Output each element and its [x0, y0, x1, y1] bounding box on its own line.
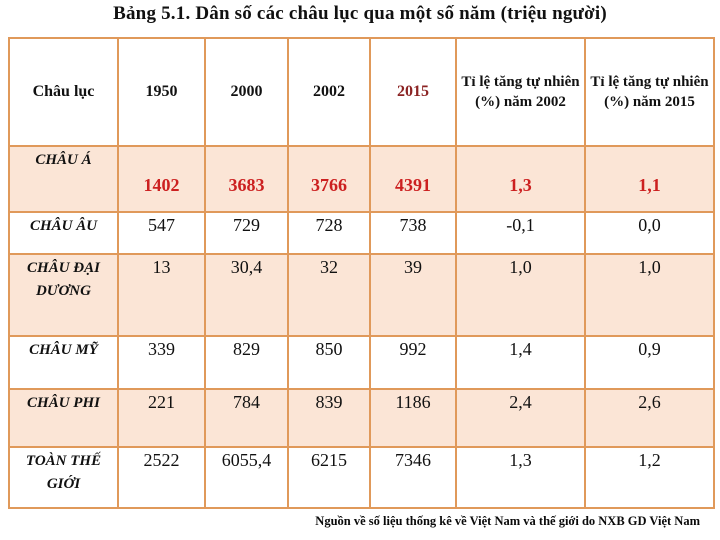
table-cell: 547	[117, 211, 206, 255]
table-cell: 728	[287, 211, 371, 255]
table-cell: 829	[204, 335, 289, 390]
column-header-2015: 2015	[369, 37, 457, 147]
table-row-toan-the-gioi: TOÀN THẾ GIỚI 2522 6055,4 6215 7346 1,3 …	[8, 446, 715, 509]
table-row-chau-my: CHÂU MỸ 339 829 850 992 1,4 0,9	[8, 335, 715, 390]
table-cell: -0,1	[455, 211, 586, 255]
page-title: Bảng 5.1. Dân số các châu lục qua một số…	[113, 3, 607, 24]
row-label: CHÂU Á	[8, 145, 119, 213]
table-cell: 992	[369, 335, 457, 390]
row-label: TOÀN THẾ GIỚI	[8, 446, 119, 509]
table-cell: 6215	[287, 446, 371, 509]
table-cell: 1402	[117, 145, 206, 213]
table-cell: 738	[369, 211, 457, 255]
source-note: Nguồn về số liệu thống kê về Việt Nam và…	[315, 514, 700, 528]
table-cell: 1186	[369, 388, 457, 448]
table-cell: 1,4	[455, 335, 586, 390]
table-cell: 1,0	[584, 253, 715, 337]
table-cell: 4391	[369, 145, 457, 213]
table-row-chau-dai-duong: CHÂU ĐẠI DƯƠNG 13 30,4 32 39 1,0 1,0	[8, 253, 715, 337]
table-row-chau-a: CHÂU Á 1402 3683 3766 4391 1,3 1,1	[8, 145, 715, 213]
table-cell: 1,2	[584, 446, 715, 509]
table-cell: 1,0	[455, 253, 586, 337]
table-cell: 839	[287, 388, 371, 448]
table-cell: 30,4	[204, 253, 289, 337]
table-cell: 0,9	[584, 335, 715, 390]
table-header-row: Châu lục 1950 2000 2002 2015 Tỉ lệ tăng …	[8, 37, 715, 147]
table-cell: 2,6	[584, 388, 715, 448]
row-label: CHÂU PHI	[8, 388, 119, 448]
table-cell: 0,0	[584, 211, 715, 255]
column-header-2002: 2002	[287, 37, 371, 147]
table-row-chau-phi: CHÂU PHI 221 784 839 1186 2,4 2,6	[8, 388, 715, 448]
table-cell: 6055,4	[204, 446, 289, 509]
table-cell: 339	[117, 335, 206, 390]
row-label: CHÂU ĐẠI DƯƠNG	[8, 253, 119, 337]
table-cell: 1,3	[455, 145, 586, 213]
row-label: CHÂU MỸ	[8, 335, 119, 390]
column-header-rate-2002: Tỉ lệ tăng tự nhiên (%) năm 2002	[455, 37, 586, 147]
table-cell: 2,4	[455, 388, 586, 448]
table-cell: 13	[117, 253, 206, 337]
table-cell: 2522	[117, 446, 206, 509]
row-label: CHÂU ÂU	[8, 211, 119, 255]
table-row-chau-au: CHÂU ÂU 547 729 728 738 -0,1 0,0	[8, 211, 715, 255]
table-cell: 729	[204, 211, 289, 255]
table-cell: 7346	[369, 446, 457, 509]
table-cell: 850	[287, 335, 371, 390]
table-cell: 221	[117, 388, 206, 448]
column-header-1950: 1950	[117, 37, 206, 147]
table-cell: 39	[369, 253, 457, 337]
column-header-2000: 2000	[204, 37, 289, 147]
table-cell: 784	[204, 388, 289, 448]
table-cell: 3766	[287, 145, 371, 213]
column-header-rate-2015: Tỉ lệ tăng tự nhiên (%) năm 2015	[584, 37, 715, 147]
table-cell: 32	[287, 253, 371, 337]
column-header-continent: Châu lục	[8, 37, 119, 147]
table-cell: 3683	[204, 145, 289, 213]
table-cell: 1,1	[584, 145, 715, 213]
population-table: Châu lục 1950 2000 2002 2015 Tỉ lệ tăng …	[8, 37, 715, 509]
table-cell: 1,3	[455, 446, 586, 509]
